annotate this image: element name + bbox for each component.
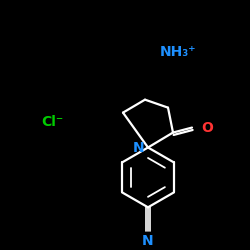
- Text: NH₃⁺: NH₃⁺: [160, 45, 196, 59]
- Text: N: N: [132, 142, 144, 156]
- Text: N: N: [142, 234, 154, 248]
- Text: O: O: [201, 120, 213, 134]
- Text: Cl⁻: Cl⁻: [41, 114, 63, 128]
